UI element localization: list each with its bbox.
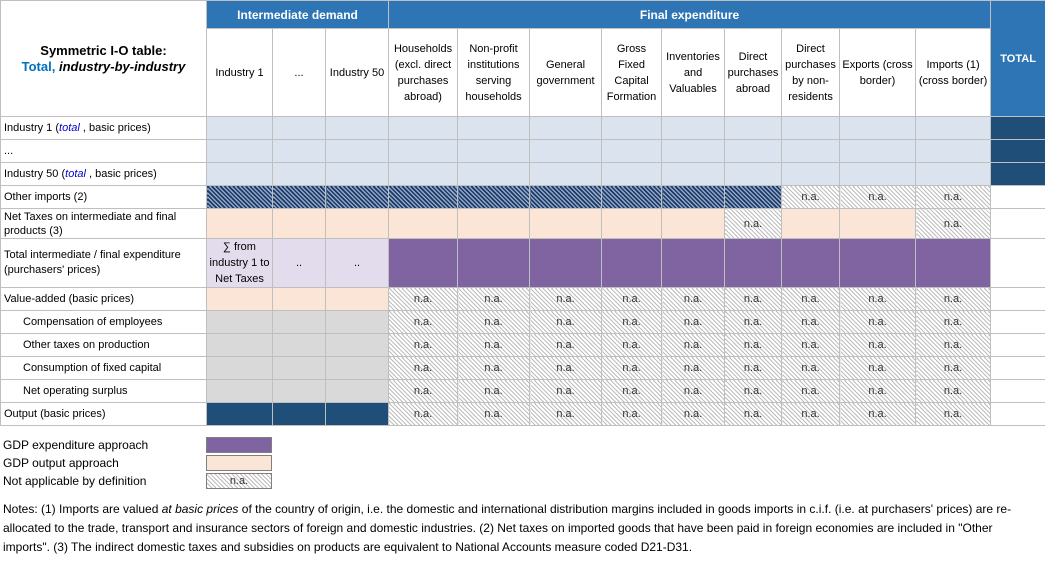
row-label-value-added: Value-added (basic prices) [0,287,207,311]
na-cell: n.a. [781,185,841,209]
legend-gdp-output: GDP output approach [3,456,119,470]
table-row: ... [0,139,1045,163]
table-row: Industry 1 (total , basic prices) [0,116,1045,140]
dd-cell: .. [324,238,390,288]
title-total: Total, [21,58,56,74]
row-label-net-operating-surplus: Net operating surplus [0,379,207,403]
dd-cell: .. [272,238,326,288]
table-row: Total intermediate / final expenditure (… [0,238,1045,288]
na-cell: n.a. [724,208,783,239]
na-cell: n.a. [915,208,992,239]
col-imports: Imports (1) (cross border) [915,28,992,117]
table-row: Net Taxes on intermediate and final prod… [0,208,1045,239]
row-label-compensation: Compensation of employees [0,310,207,334]
col-gfcf: Gross Fixed Capital Formation [601,28,663,117]
table-row: Output (basic prices) n.a. n.a. n.a. n.a. n.… [0,402,1045,426]
table-row: Industry 50 (total , basic prices) [0,162,1045,186]
legend-gdp-expenditure: GDP expenditure approach [3,438,149,452]
col-industry-50: Industry 50 [324,28,390,117]
legend-swatch-peach [206,455,272,471]
table-row: Value-added (basic prices) n.a. n.a. n.a. n… [0,287,1045,311]
table-row: Net operating surplus n.a. n.a. n.a. n.a. n.… [0,379,1045,403]
title-line1: Symmetric I-O table: [40,42,167,58]
table-row: Other taxes on production n.a. n.a. n.a. n.… [0,333,1045,357]
legend-not-applicable: Not applicable by definition [3,474,147,488]
table-title: Symmetric I-O table: Total, industry-by-… [0,0,207,117]
row-label-industry-1: Industry 1 (total , basic prices) [0,116,207,140]
col-industry-1: Industry 1 [206,28,273,117]
total-header: TOTAL [990,0,1045,117]
table-row: Consumption of fixed capital n.a. n.a. n.a… [0,356,1045,380]
col-general-government: General government [529,28,603,117]
col-npish: Non-profit institutions serving househol… [457,28,531,117]
final-expenditure-header: Final expenditure [388,0,992,29]
intermediate-demand-header: Intermediate demand [205,0,390,29]
sum-cell: ∑ from industry 1 to Net Taxes [206,238,273,288]
col-exports: Exports (cross border) [839,28,917,117]
col-ellipsis: ... [272,28,326,117]
table-row: Other imports (2) n.a. n.a. n.a. [0,185,1045,209]
notes: Notes: (1) Imports are valued at basic p… [3,502,1012,554]
legend-swatch-purple [206,437,272,453]
na-cell: n.a. [839,185,917,209]
title-subtitle: industry-by-industry [58,58,186,74]
col-direct-purchases-nonresidents: Direct purchases by non-residents [781,28,841,117]
row-label-other-imports: Other imports (2) [0,185,207,209]
row-label-consumption-fixed-capital: Consumption of fixed capital [0,356,207,380]
io-table: Symmetric I-O table: Total, industry-by-… [0,0,1045,426]
row-label-other-taxes: Other taxes on production [0,333,207,357]
na-cell: n.a. [915,185,992,209]
col-households: Households (excl. direct purchases abroa… [388,28,459,117]
row-label-total-expenditure: Total intermediate / final expenditure (… [0,238,207,288]
col-direct-purchases-abroad: Direct purchases abroad [724,28,783,117]
legend-swatch-na: n.a. [206,473,272,489]
table-row: Compensation of employees n.a. n.a. n.a. n.… [0,310,1045,334]
row-label-ellipsis: ... [0,139,207,163]
row-label-output: Output (basic prices) [0,402,207,426]
col-inventories: Inventories and Valuables [661,28,726,117]
row-label-industry-50: Industry 50 (total , basic prices) [0,162,207,186]
row-label-net-taxes: Net Taxes on intermediate and final prod… [0,208,207,239]
